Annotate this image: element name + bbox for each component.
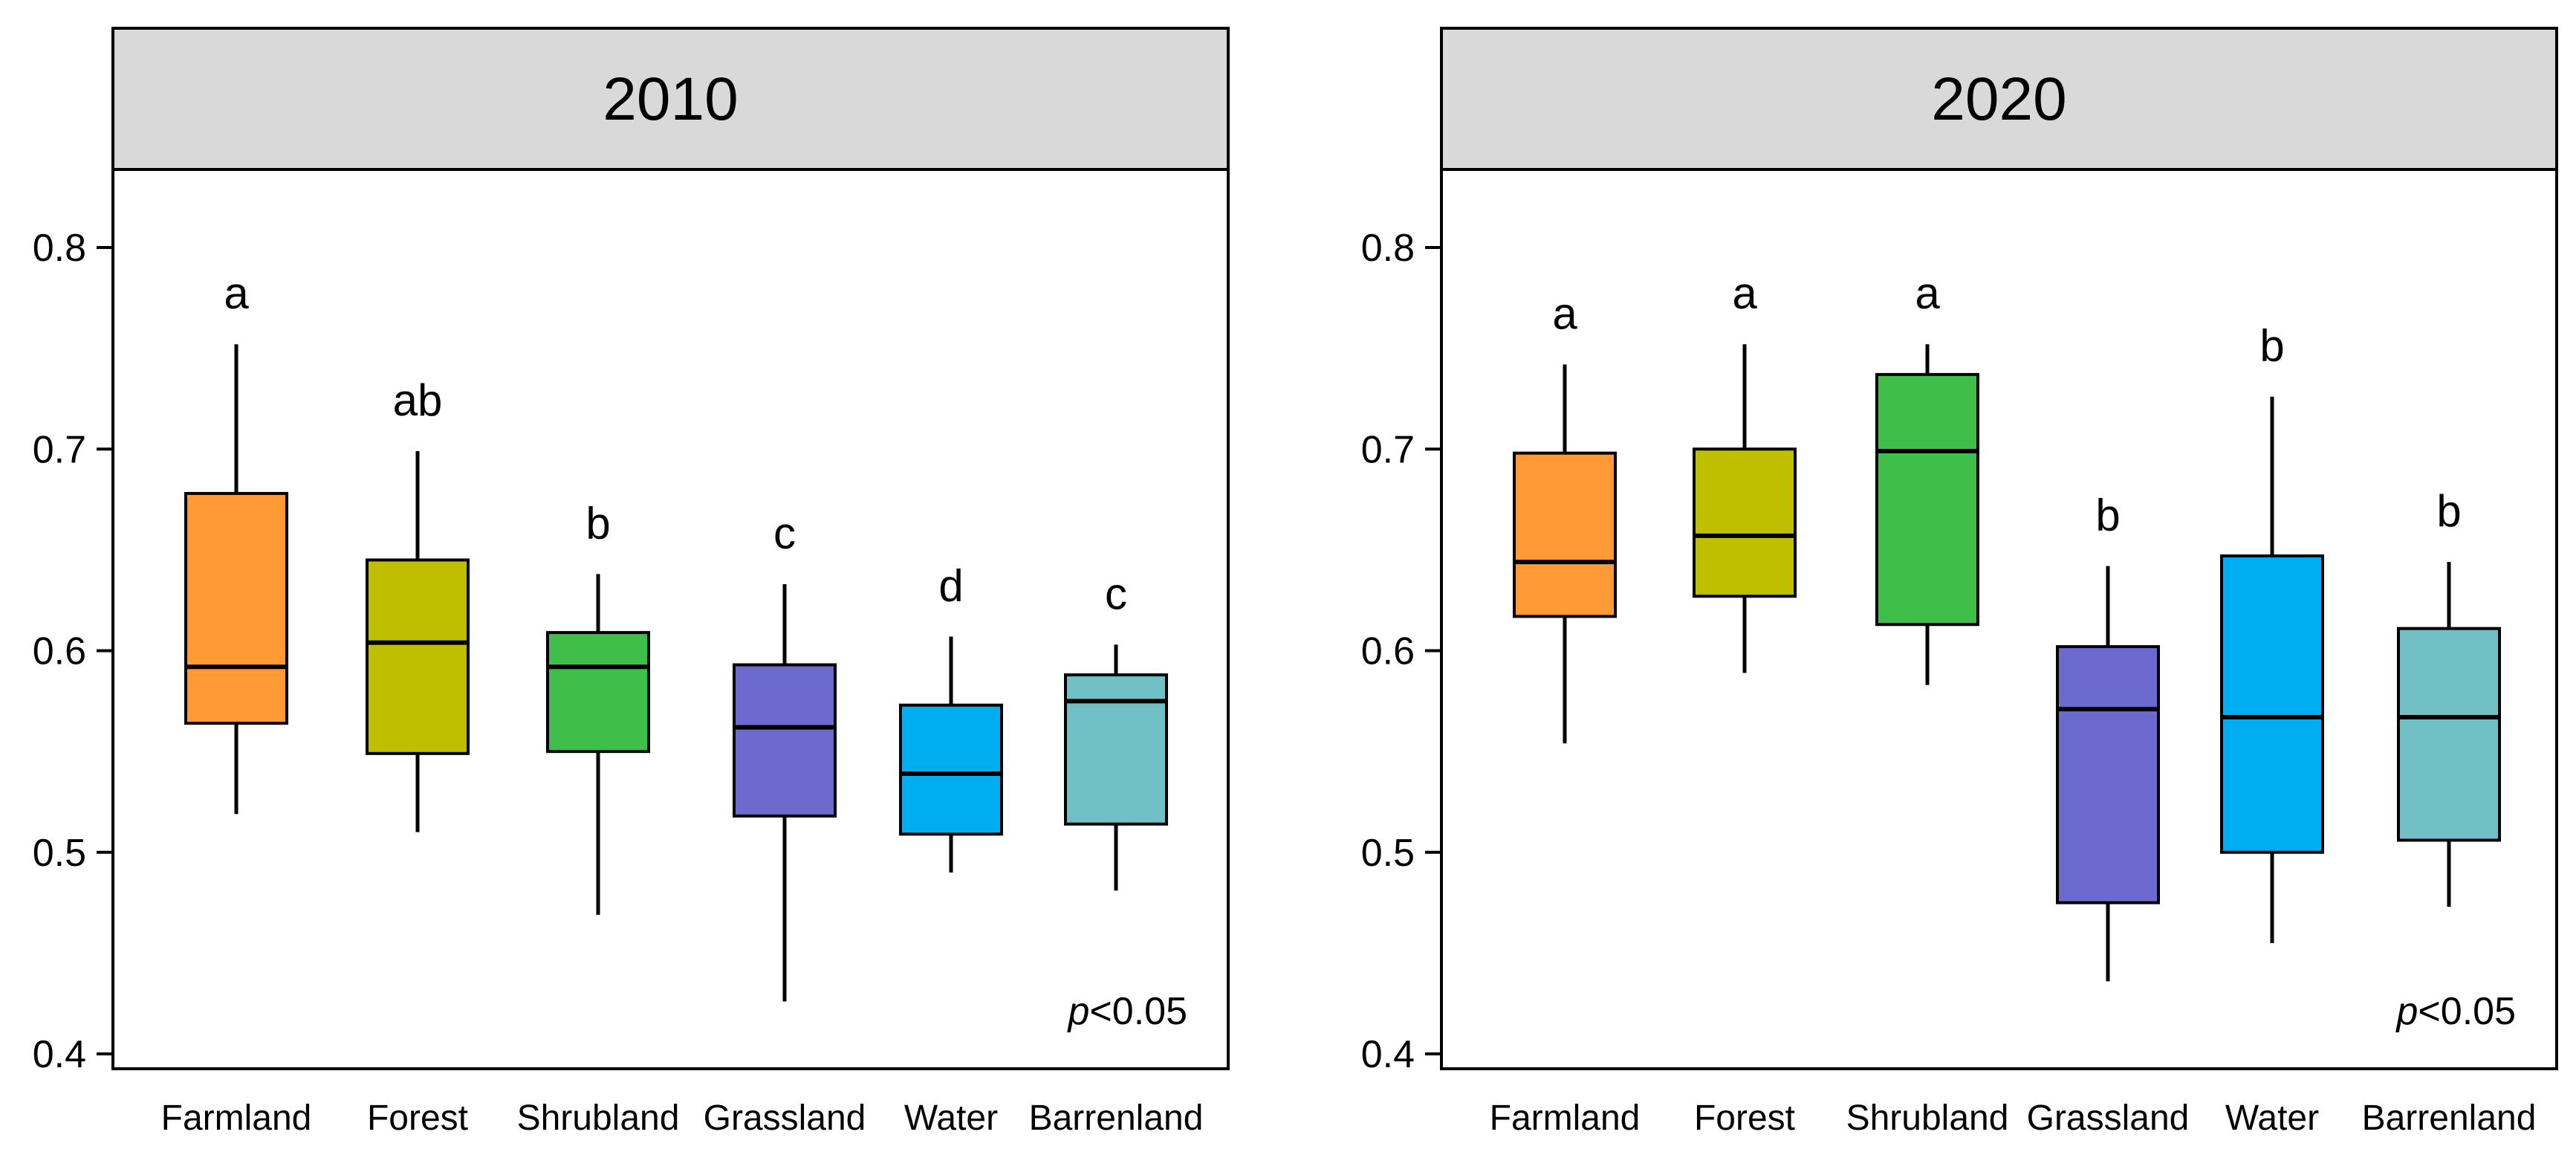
x-tick-label: Shrubland: [1846, 1098, 2009, 1138]
box-iqr: [733, 663, 837, 818]
y-tick-label: 0.6: [33, 630, 86, 673]
panel-2010: 2010 0.4 0.5 0.6 0.7 0.8 a Farmland ab Forest b Shr…: [33, 27, 1230, 1138]
x-tick-label: Forest: [367, 1098, 468, 1138]
significance-letter: b: [2259, 321, 2284, 371]
significance-letter: a: [224, 268, 249, 318]
significance-letter: b: [2095, 491, 2120, 540]
significance-letter: c: [773, 508, 796, 558]
panel-title: 2010: [603, 65, 738, 133]
y-tick-label: 0.6: [1361, 630, 1415, 673]
box-iqr: [2397, 627, 2501, 842]
box-shrubland: b: [546, 498, 650, 915]
box-water: b: [2220, 321, 2324, 943]
x-tick-label: Shrubland: [517, 1098, 680, 1138]
significance-letter: b: [585, 498, 610, 548]
box-farmland: a: [1513, 288, 1617, 744]
plot-frame: [1440, 168, 2558, 1070]
x-tick-label: Farmland: [1490, 1098, 1641, 1138]
box-barrenland: b: [2397, 486, 2501, 907]
y-tick-label: 0.8: [33, 227, 86, 270]
box-barrenland: c: [1064, 569, 1168, 891]
y-tick-label: 0.7: [33, 428, 86, 471]
y-tick-label: 0.4: [33, 1033, 86, 1076]
p-value-note: p<0.05: [1067, 990, 1188, 1033]
y-tick-label: 0.8: [1361, 227, 1415, 270]
x-tick-label: Farmland: [161, 1098, 312, 1138]
box-forest: ab: [366, 375, 470, 832]
p-value-note: p<0.05: [2395, 990, 2517, 1033]
panel-2020: 2020 0.4 0.5 0.6 0.7 0.8 a Farmland a Forest a Shru…: [1361, 27, 2558, 1138]
significance-letter: a: [1915, 268, 1940, 318]
box-forest: a: [1693, 268, 1797, 673]
box-shrubland: a: [1875, 268, 1979, 685]
box-iqr: [366, 558, 470, 755]
box-iqr: [1875, 372, 1979, 627]
x-tick-label: Water: [904, 1098, 998, 1138]
box-water: d: [899, 561, 1003, 873]
y-tick-label: 0.5: [1361, 832, 1415, 875]
box-iqr: [546, 631, 650, 754]
x-tick-label: Grassland: [2027, 1098, 2190, 1138]
x-tick-label: Water: [2225, 1098, 2319, 1138]
box-iqr: [1064, 673, 1168, 826]
significance-letter: b: [2436, 486, 2461, 536]
y-tick-label: 0.5: [33, 832, 86, 875]
box-iqr: [899, 703, 1003, 836]
x-tick-label: Forest: [1694, 1098, 1795, 1138]
x-tick-label: Grassland: [704, 1098, 866, 1138]
panel-strip: [1440, 27, 2558, 171]
significance-letter: a: [1552, 288, 1577, 338]
significance-letter: ab: [393, 375, 443, 425]
y-tick-label: 0.7: [1361, 428, 1415, 471]
box-iqr: [2056, 645, 2160, 905]
x-tick-label: Barrenland: [1029, 1098, 1204, 1138]
box-iqr: [2220, 554, 2324, 854]
x-tick-label: Barrenland: [2362, 1098, 2537, 1138]
significance-letter: d: [938, 561, 963, 611]
box-iqr: [1513, 451, 1617, 618]
panel-title: 2020: [1931, 65, 2066, 133]
box-iqr: [184, 491, 288, 725]
box-grassland: b: [2056, 491, 2160, 982]
box-farmland: a: [184, 268, 288, 815]
plot-frame: [111, 168, 1230, 1070]
box-iqr: [1693, 447, 1797, 598]
significance-letter: a: [1732, 268, 1757, 318]
y-tick-label: 0.4: [1361, 1033, 1415, 1076]
box-grassland: c: [733, 508, 837, 1002]
significance-letter: c: [1105, 569, 1127, 618]
panel-strip: [111, 27, 1230, 171]
